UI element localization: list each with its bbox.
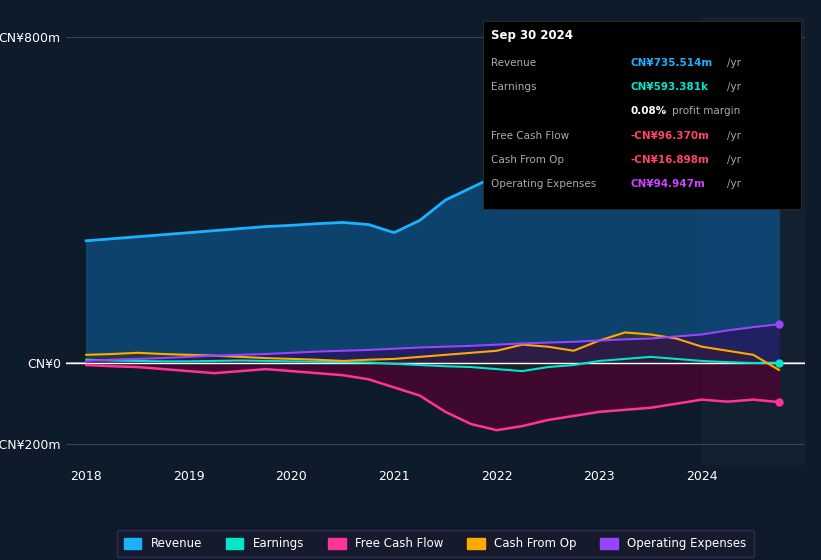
Text: /yr: /yr (727, 155, 741, 165)
Text: profit margin: profit margin (672, 106, 740, 116)
Legend: Revenue, Earnings, Free Cash Flow, Cash From Op, Operating Expenses: Revenue, Earnings, Free Cash Flow, Cash … (117, 530, 754, 557)
Text: Cash From Op: Cash From Op (491, 155, 563, 165)
Text: /yr: /yr (727, 130, 741, 141)
Text: Earnings: Earnings (491, 82, 536, 92)
Text: /yr: /yr (727, 82, 741, 92)
Text: CN¥593.381k: CN¥593.381k (631, 82, 709, 92)
Text: /yr: /yr (727, 58, 741, 68)
Text: Sep 30 2024: Sep 30 2024 (491, 29, 572, 42)
Text: CN¥735.514m: CN¥735.514m (631, 58, 713, 68)
Text: -CN¥16.898m: -CN¥16.898m (631, 155, 710, 165)
Bar (702, 17, 805, 465)
Text: /yr: /yr (727, 179, 741, 189)
Text: -CN¥96.370m: -CN¥96.370m (631, 130, 710, 141)
Text: Revenue: Revenue (491, 58, 535, 68)
Text: Operating Expenses: Operating Expenses (491, 179, 596, 189)
Text: Free Cash Flow: Free Cash Flow (491, 130, 569, 141)
Text: 0.08%: 0.08% (631, 106, 667, 116)
Text: CN¥94.947m: CN¥94.947m (631, 179, 706, 189)
FancyBboxPatch shape (483, 21, 801, 209)
